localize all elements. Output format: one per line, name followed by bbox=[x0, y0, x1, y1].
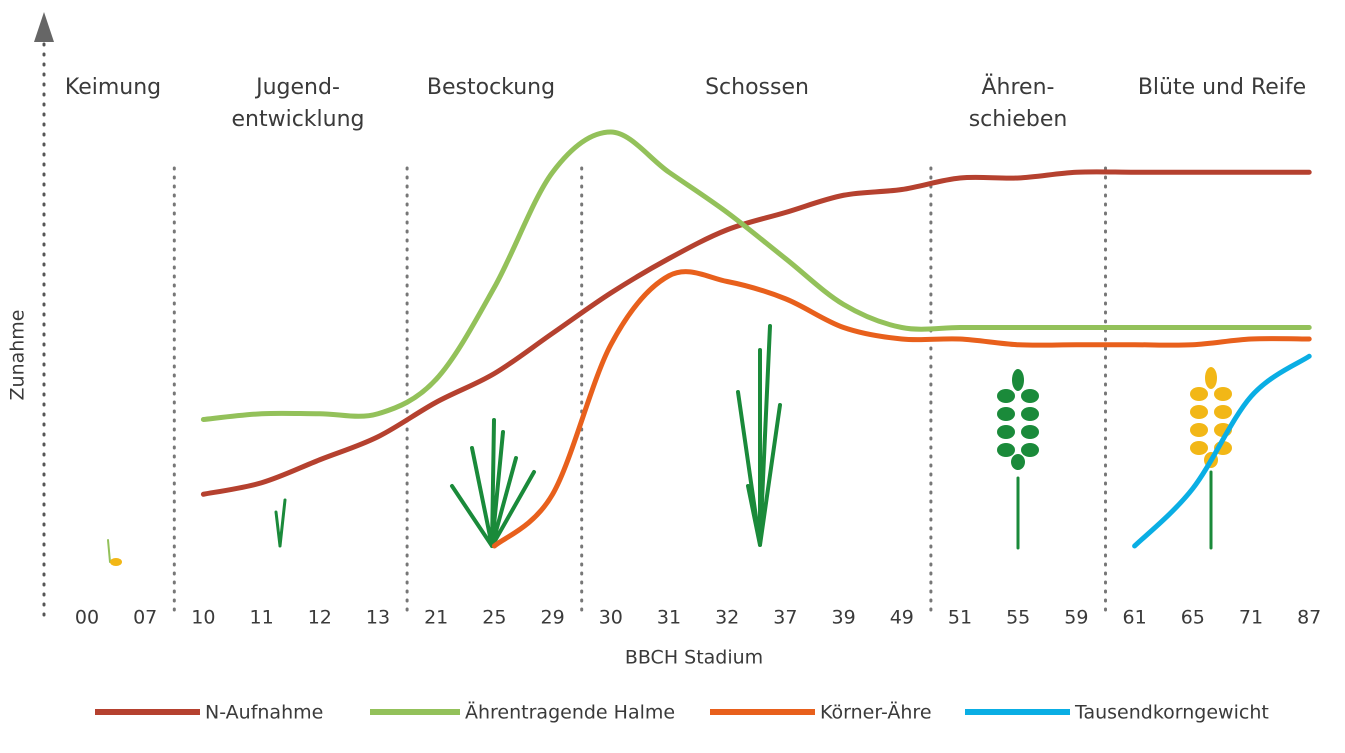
x-tick-label: 30 bbox=[599, 607, 623, 629]
stage-label: Jugend- bbox=[254, 75, 340, 100]
stage-label: Keimung bbox=[65, 75, 161, 100]
x-tick-label: 37 bbox=[773, 607, 797, 629]
series-line bbox=[200, 169, 1312, 497]
stage-label: schieben bbox=[969, 107, 1068, 132]
x-tick-label: 10 bbox=[191, 607, 215, 629]
stage-label: Schossen bbox=[705, 75, 809, 100]
x-tick-label: 87 bbox=[1297, 607, 1321, 629]
x-tick-label: 31 bbox=[657, 607, 681, 629]
ear-icons bbox=[997, 367, 1232, 470]
y-axis-label: Zunahme bbox=[7, 310, 29, 401]
x-axis-label: BBCH Stadium bbox=[625, 647, 763, 669]
x-tick-label: 71 bbox=[1239, 607, 1263, 629]
x-tick-label: 12 bbox=[308, 607, 332, 629]
x-tick-label: 25 bbox=[482, 607, 506, 629]
x-tick-label: 39 bbox=[832, 607, 856, 629]
legend-label: N-Aufnahme bbox=[205, 702, 323, 724]
x-tick-label: 49 bbox=[890, 607, 914, 629]
x-tick-label: 61 bbox=[1123, 607, 1147, 629]
stage-label: Bestockung bbox=[427, 75, 555, 100]
legend-label: Tausendkorngewicht bbox=[1074, 702, 1269, 724]
x-tick-label: 59 bbox=[1064, 607, 1088, 629]
legend-label: Körner-Ähre bbox=[820, 701, 932, 724]
series-line bbox=[1132, 353, 1312, 549]
x-tick-label: 51 bbox=[948, 607, 972, 629]
x-tick-label: 00 bbox=[75, 607, 99, 629]
plant-icons bbox=[107, 324, 1213, 566]
stage-label: Ähren- bbox=[982, 74, 1055, 100]
x-tick-label: 65 bbox=[1181, 607, 1205, 629]
legend-label: Ährentragende Halme bbox=[465, 701, 675, 724]
x-tick-label: 07 bbox=[133, 607, 157, 629]
x-tick-label: 55 bbox=[1006, 607, 1030, 629]
x-tick-label: 11 bbox=[250, 607, 274, 629]
x-tick-label: 29 bbox=[541, 607, 565, 629]
x-tick-label: 21 bbox=[424, 607, 448, 629]
series-line bbox=[491, 269, 1312, 549]
stage-label: entwicklung bbox=[231, 107, 364, 132]
stage-label: Blüte und Reife bbox=[1138, 75, 1306, 100]
y-axis-arrow bbox=[34, 12, 54, 42]
series-line bbox=[200, 129, 1312, 422]
x-tick-label: 32 bbox=[715, 607, 739, 629]
x-tick-label: 13 bbox=[366, 607, 390, 629]
